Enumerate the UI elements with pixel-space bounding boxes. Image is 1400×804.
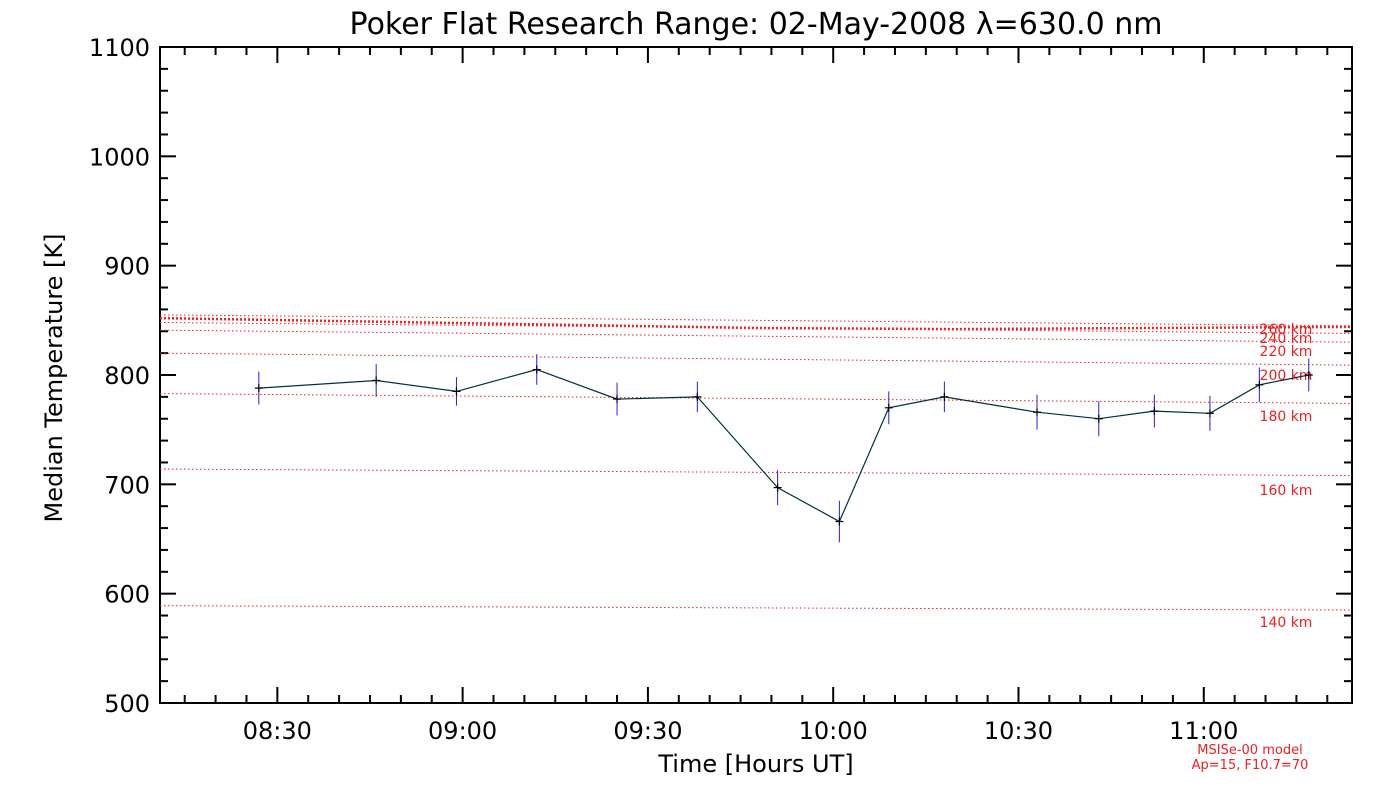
model-line-label: 220 km bbox=[1260, 344, 1313, 360]
model-line-200-km bbox=[159, 352, 1353, 366]
y-axis-label: Median Temperature [K] bbox=[40, 233, 68, 522]
model-line-label: 260 km bbox=[1260, 322, 1313, 338]
model-line-140-km bbox=[159, 605, 1353, 611]
plot-frame bbox=[159, 46, 1353, 704]
model-line-label: 240 km bbox=[1260, 331, 1313, 347]
y-tick-label: 500 bbox=[104, 690, 150, 718]
model-highlight-line bbox=[159, 316, 1353, 331]
x-axis-label: Time [Hours UT] bbox=[657, 750, 853, 778]
y-tick-label: 900 bbox=[104, 253, 150, 281]
x-tick-label: 11:00 bbox=[1169, 717, 1238, 745]
model-line-label: 200 km bbox=[1260, 368, 1313, 384]
x-tick-label: 09:00 bbox=[428, 717, 497, 745]
y-tick-label: 1000 bbox=[89, 143, 150, 171]
x-tick-label: 09:30 bbox=[613, 717, 682, 745]
model-line-label: 180 km bbox=[1260, 409, 1313, 425]
model-line-180-km bbox=[159, 393, 1353, 404]
model-line-160-km bbox=[159, 468, 1353, 477]
x-tick-label: 08:30 bbox=[243, 717, 312, 745]
model-line-220-km bbox=[159, 329, 1353, 343]
model-line-label: 160 km bbox=[1260, 483, 1313, 499]
x-tick-label: 10:00 bbox=[799, 717, 868, 745]
model-line-label: 140 km bbox=[1260, 615, 1313, 631]
y-tick-label: 600 bbox=[104, 581, 150, 609]
y-tick-label: 800 bbox=[104, 362, 150, 390]
y-tick-label: 1100 bbox=[89, 34, 150, 62]
x-tick-label: 10:30 bbox=[984, 717, 1053, 745]
model-note-line-2: Ap=15, F10.7=70 bbox=[1192, 758, 1309, 773]
model-note-line-1: MSISe-00 model bbox=[1197, 743, 1302, 758]
y-tick-label: 700 bbox=[104, 471, 150, 499]
chart-title: Poker Flat Research Range: 02-May-2008 λ… bbox=[350, 7, 1163, 42]
model-line-260-km bbox=[159, 314, 1353, 327]
series-line bbox=[258, 368, 1309, 523]
